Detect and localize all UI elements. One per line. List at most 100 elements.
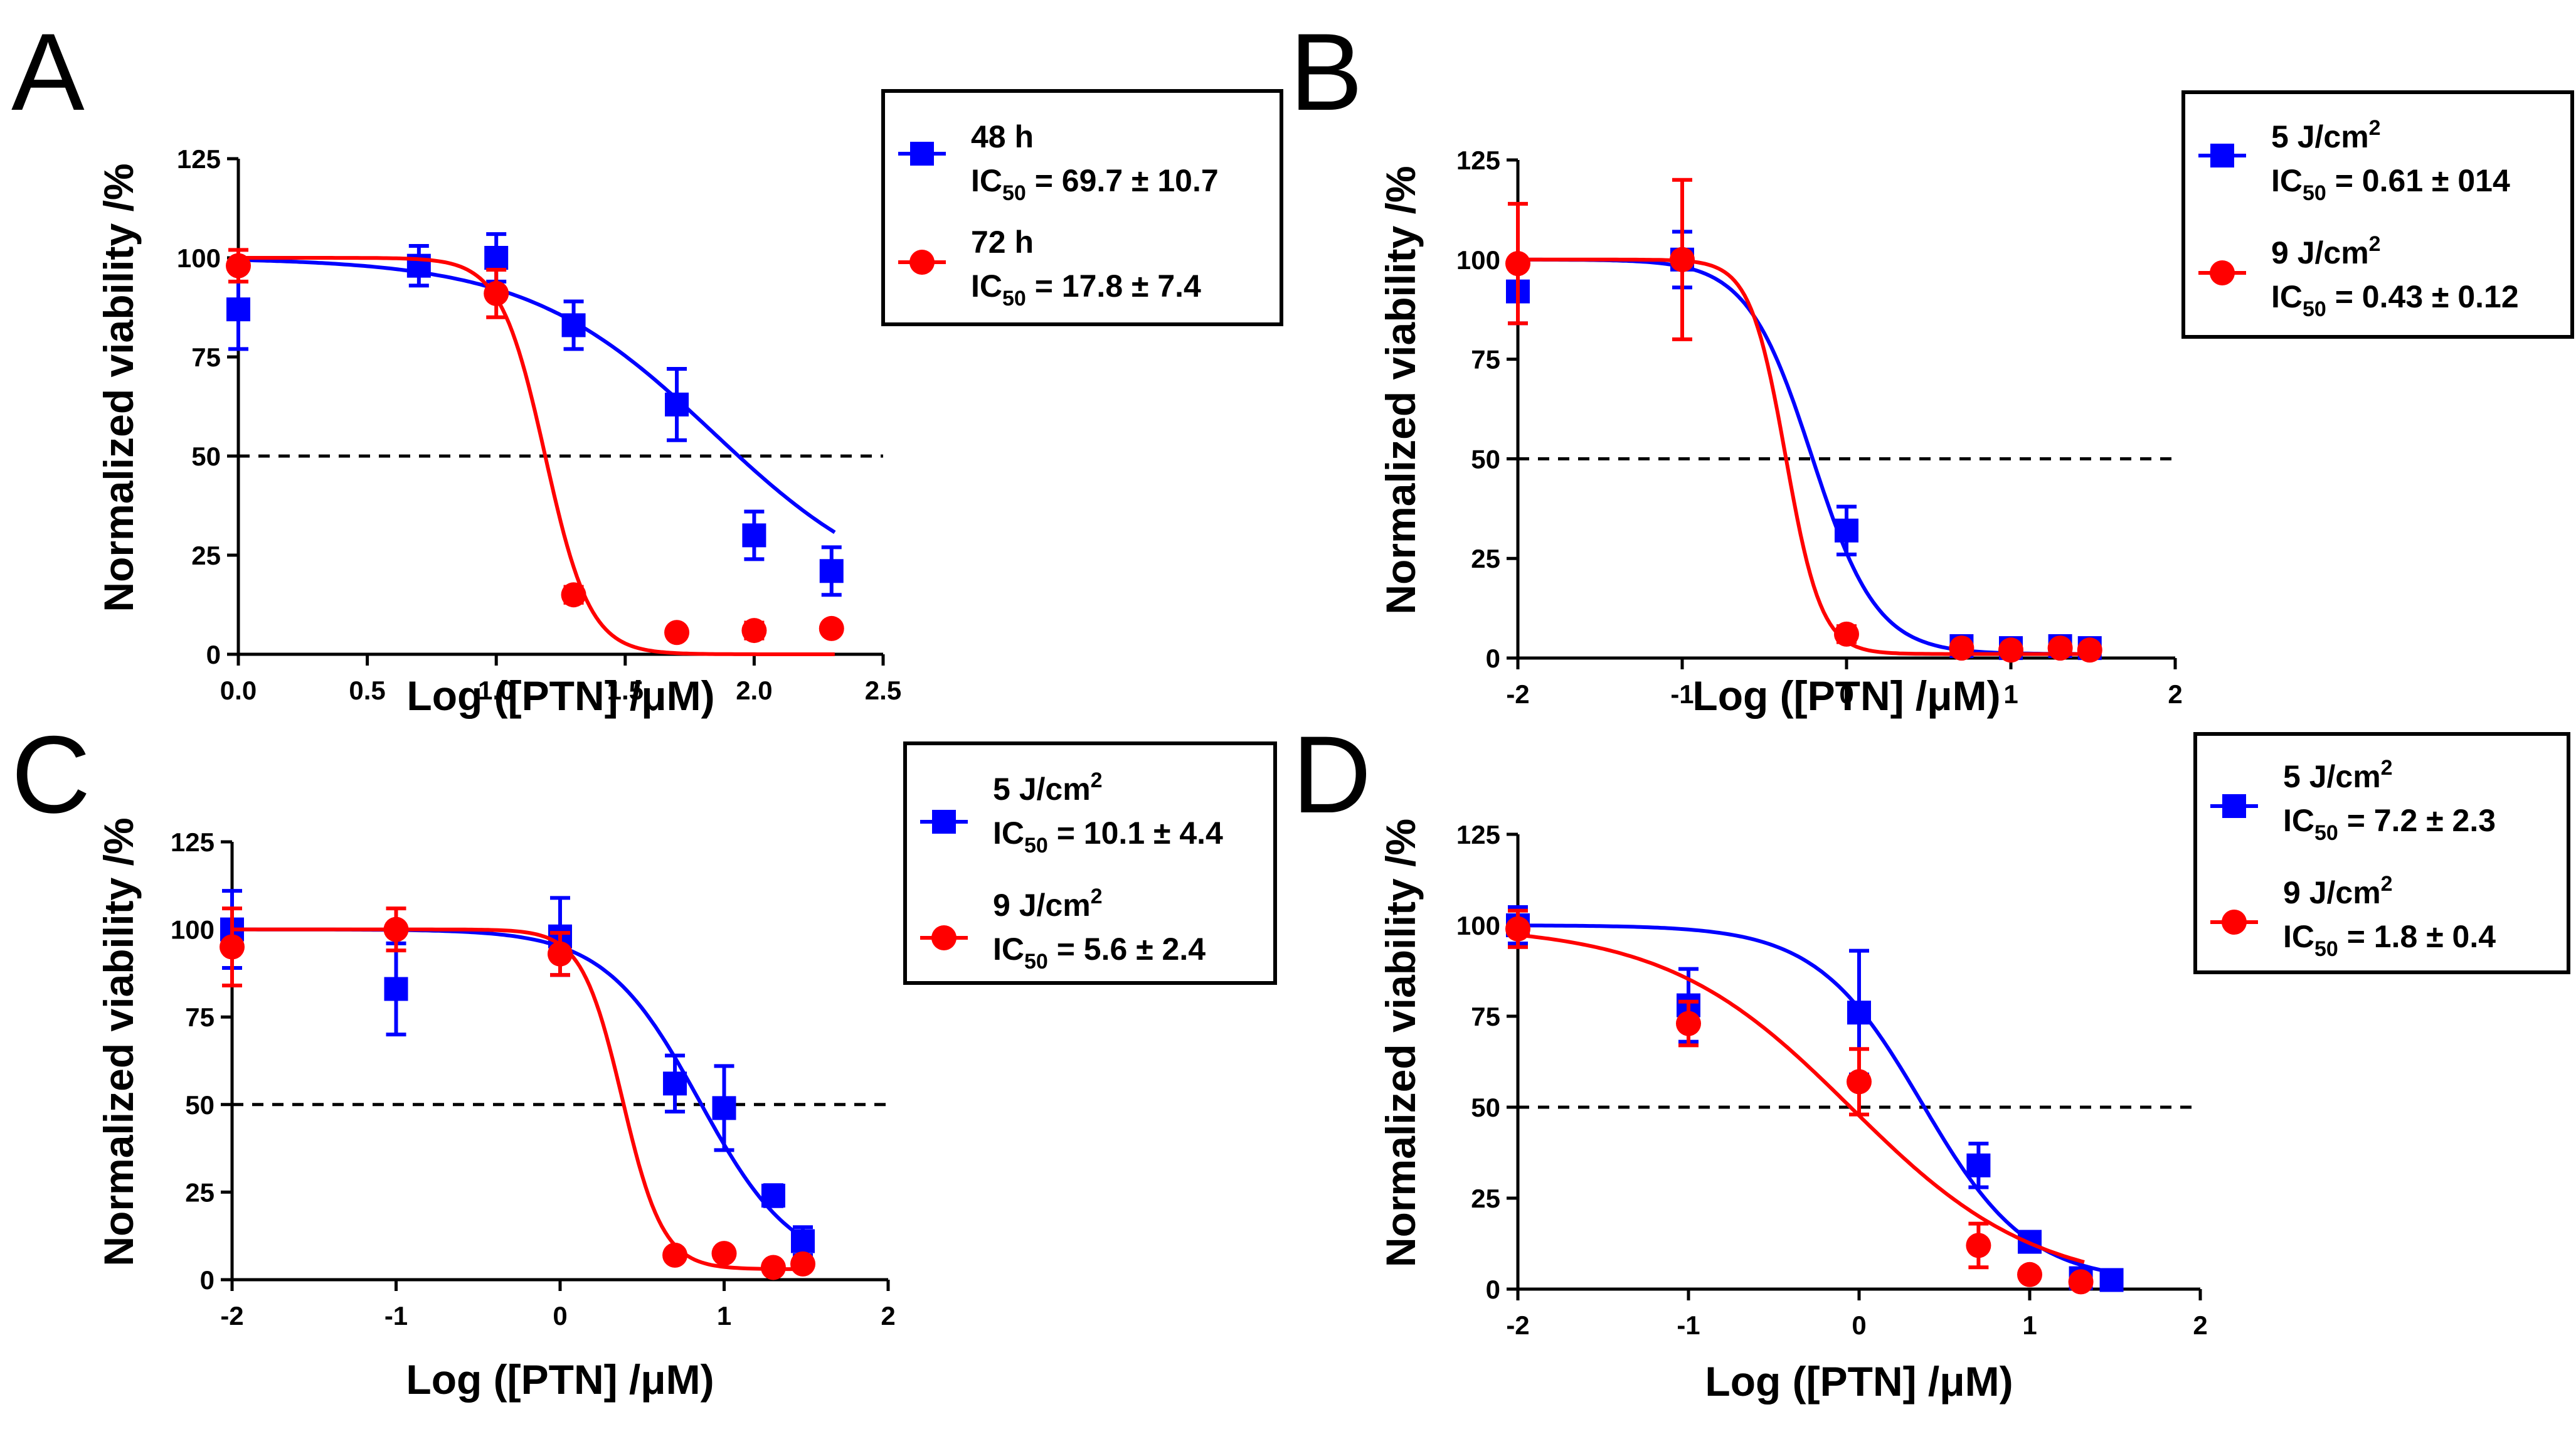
data-point xyxy=(1505,251,1530,277)
legend-subscript: 50 xyxy=(2314,821,2338,845)
panel-letter: D xyxy=(1292,714,1371,836)
y-tick-label: 125 xyxy=(177,144,221,174)
legend-marker xyxy=(2222,910,2247,935)
data-point xyxy=(663,1071,687,1096)
panel-d: D -2 -1 0 1 2 0 25 50 75 100 125 Log ([PTN] /μM) Norm… xyxy=(1292,714,2570,1405)
data-point xyxy=(1505,916,1530,942)
x-axis-title: Log ([PTN] /μM) xyxy=(406,1356,714,1403)
legend-ic50: IC50 = 7.2 ± 2.3 xyxy=(2283,803,2496,845)
data-point xyxy=(662,1242,688,1268)
legend-box xyxy=(903,741,1277,985)
legend-ic50-value: = 0.43 ± 0.12 xyxy=(2326,279,2519,314)
y-tick-label: 50 xyxy=(1471,444,1500,474)
data-point xyxy=(1834,621,1859,647)
y-tick-label: 75 xyxy=(1471,345,1500,375)
data-point xyxy=(819,615,844,641)
y-tick-label: 0 xyxy=(206,640,221,669)
y-tick-label: 0 xyxy=(1486,1275,1500,1304)
data-point xyxy=(383,916,409,942)
y-axis-title: Normalized viability /% xyxy=(95,163,142,612)
x-tick-label: -1 xyxy=(384,1301,408,1331)
legend-marker xyxy=(2210,260,2235,285)
data-point xyxy=(1670,247,1695,272)
data-point xyxy=(1676,1011,1701,1036)
legend-superscript: 2 xyxy=(2381,756,2393,780)
data-point xyxy=(1847,1069,1872,1095)
legend-ic50-value: = 0.61 ± 014 xyxy=(2326,163,2510,198)
data-point xyxy=(2099,1268,2124,1292)
data-point xyxy=(791,1229,815,1253)
data-point xyxy=(1847,1001,1871,1025)
data-point xyxy=(220,934,245,960)
y-tick-label: 100 xyxy=(171,915,215,945)
y-tick-label: 75 xyxy=(185,1002,215,1032)
legend-series-name: 48 h xyxy=(971,119,1034,154)
y-tick-label: 50 xyxy=(185,1090,215,1120)
fit-curve xyxy=(1517,933,2085,1264)
y-axis-title: Normalized viability /% xyxy=(95,817,142,1266)
data-point xyxy=(2077,637,2102,663)
series-square xyxy=(220,889,815,1257)
fit-curve xyxy=(232,927,807,1241)
data-point xyxy=(742,523,766,548)
x-tick-label: 0 xyxy=(1839,679,1853,709)
legend-superscript: 2 xyxy=(1091,768,1103,792)
series-circle xyxy=(220,906,816,1280)
legend-ic50-value: = 5.6 ± 2.4 xyxy=(1048,932,1206,967)
panel-b: B -2 -1 0 1 2 0 25 50 75 100 125 Log ([PTN] /μM) Norm… xyxy=(1290,11,2574,719)
legend-subscript: 50 xyxy=(2303,297,2326,321)
x-tick-label: 1.5 xyxy=(607,676,644,705)
legend-superscript: 2 xyxy=(2369,232,2381,256)
panel-a: A 0.0 0.5 1.0 1.5 2.0 2.5 0 25 50 75 100 125 Log ([PT… xyxy=(11,11,1283,719)
fit-curve xyxy=(1518,257,2093,656)
legend-marker xyxy=(2210,144,2234,167)
series-circle xyxy=(1505,908,2094,1295)
fit-curve xyxy=(232,927,807,1272)
data-point xyxy=(484,246,509,270)
legend-series-name: 5 J/cm2 xyxy=(993,768,1103,807)
legend-ic50-value: = 10.1 ± 4.4 xyxy=(1048,815,1223,851)
data-point xyxy=(741,618,767,644)
series-square xyxy=(1506,230,2102,661)
panel-c: C -2 -1 0 1 2 0 25 50 75 100 125 Log ([PTN] /μM) Norm… xyxy=(11,714,1277,1403)
x-tick-label: 2 xyxy=(2168,679,2182,709)
y-tick-label: 100 xyxy=(1456,911,1500,940)
legend-subscript: 50 xyxy=(1002,287,1026,311)
y-tick-label: 125 xyxy=(1456,820,1500,849)
data-point xyxy=(711,1241,737,1267)
y-tick-label: 125 xyxy=(1456,146,1500,175)
data-point xyxy=(790,1251,816,1277)
y-tick-label: 25 xyxy=(191,541,221,570)
legend-ic50: IC50 = 69.7 ± 10.7 xyxy=(971,163,1219,205)
legend-marker xyxy=(2222,794,2246,818)
x-tick-label: -1 xyxy=(1670,679,1693,709)
legend-box xyxy=(2181,90,2574,339)
data-point xyxy=(2068,1269,2094,1295)
legend-series-name: 5 J/cm2 xyxy=(2271,116,2381,154)
legend-series-name: 9 J/cm2 xyxy=(2271,232,2381,270)
legend-ic50-value: = 7.2 ± 2.3 xyxy=(2338,803,2496,838)
data-point xyxy=(712,1096,736,1120)
x-axis-title: Log ([PTN] /μM) xyxy=(1692,672,2000,719)
y-tick-label: 50 xyxy=(1471,1093,1500,1122)
data-point xyxy=(561,313,586,337)
y-axis-title: Normalized viability /% xyxy=(1377,166,1424,614)
fit-curve xyxy=(1518,923,2116,1275)
x-tick-label: 0 xyxy=(1852,1310,1866,1340)
series-circle xyxy=(226,248,844,656)
legend-subscript: 50 xyxy=(2314,937,2338,961)
legend-superscript: 2 xyxy=(2369,116,2381,140)
x-tick-label: -2 xyxy=(1506,1310,1529,1340)
legend-ic50: IC50 = 5.6 ± 2.4 xyxy=(993,932,1206,974)
x-tick-label: -1 xyxy=(1677,1310,1700,1340)
y-tick-label: 0 xyxy=(1486,644,1500,673)
legend-ic50-value: = 69.7 ± 10.7 xyxy=(1026,163,1219,198)
y-tick-label: 50 xyxy=(191,442,221,471)
y-tick-label: 100 xyxy=(1456,245,1500,275)
x-tick-label: 2.0 xyxy=(736,676,772,705)
x-tick-label: -2 xyxy=(1506,679,1529,709)
legend-superscript: 2 xyxy=(1091,884,1103,908)
legend-subscript: 50 xyxy=(2303,181,2326,205)
